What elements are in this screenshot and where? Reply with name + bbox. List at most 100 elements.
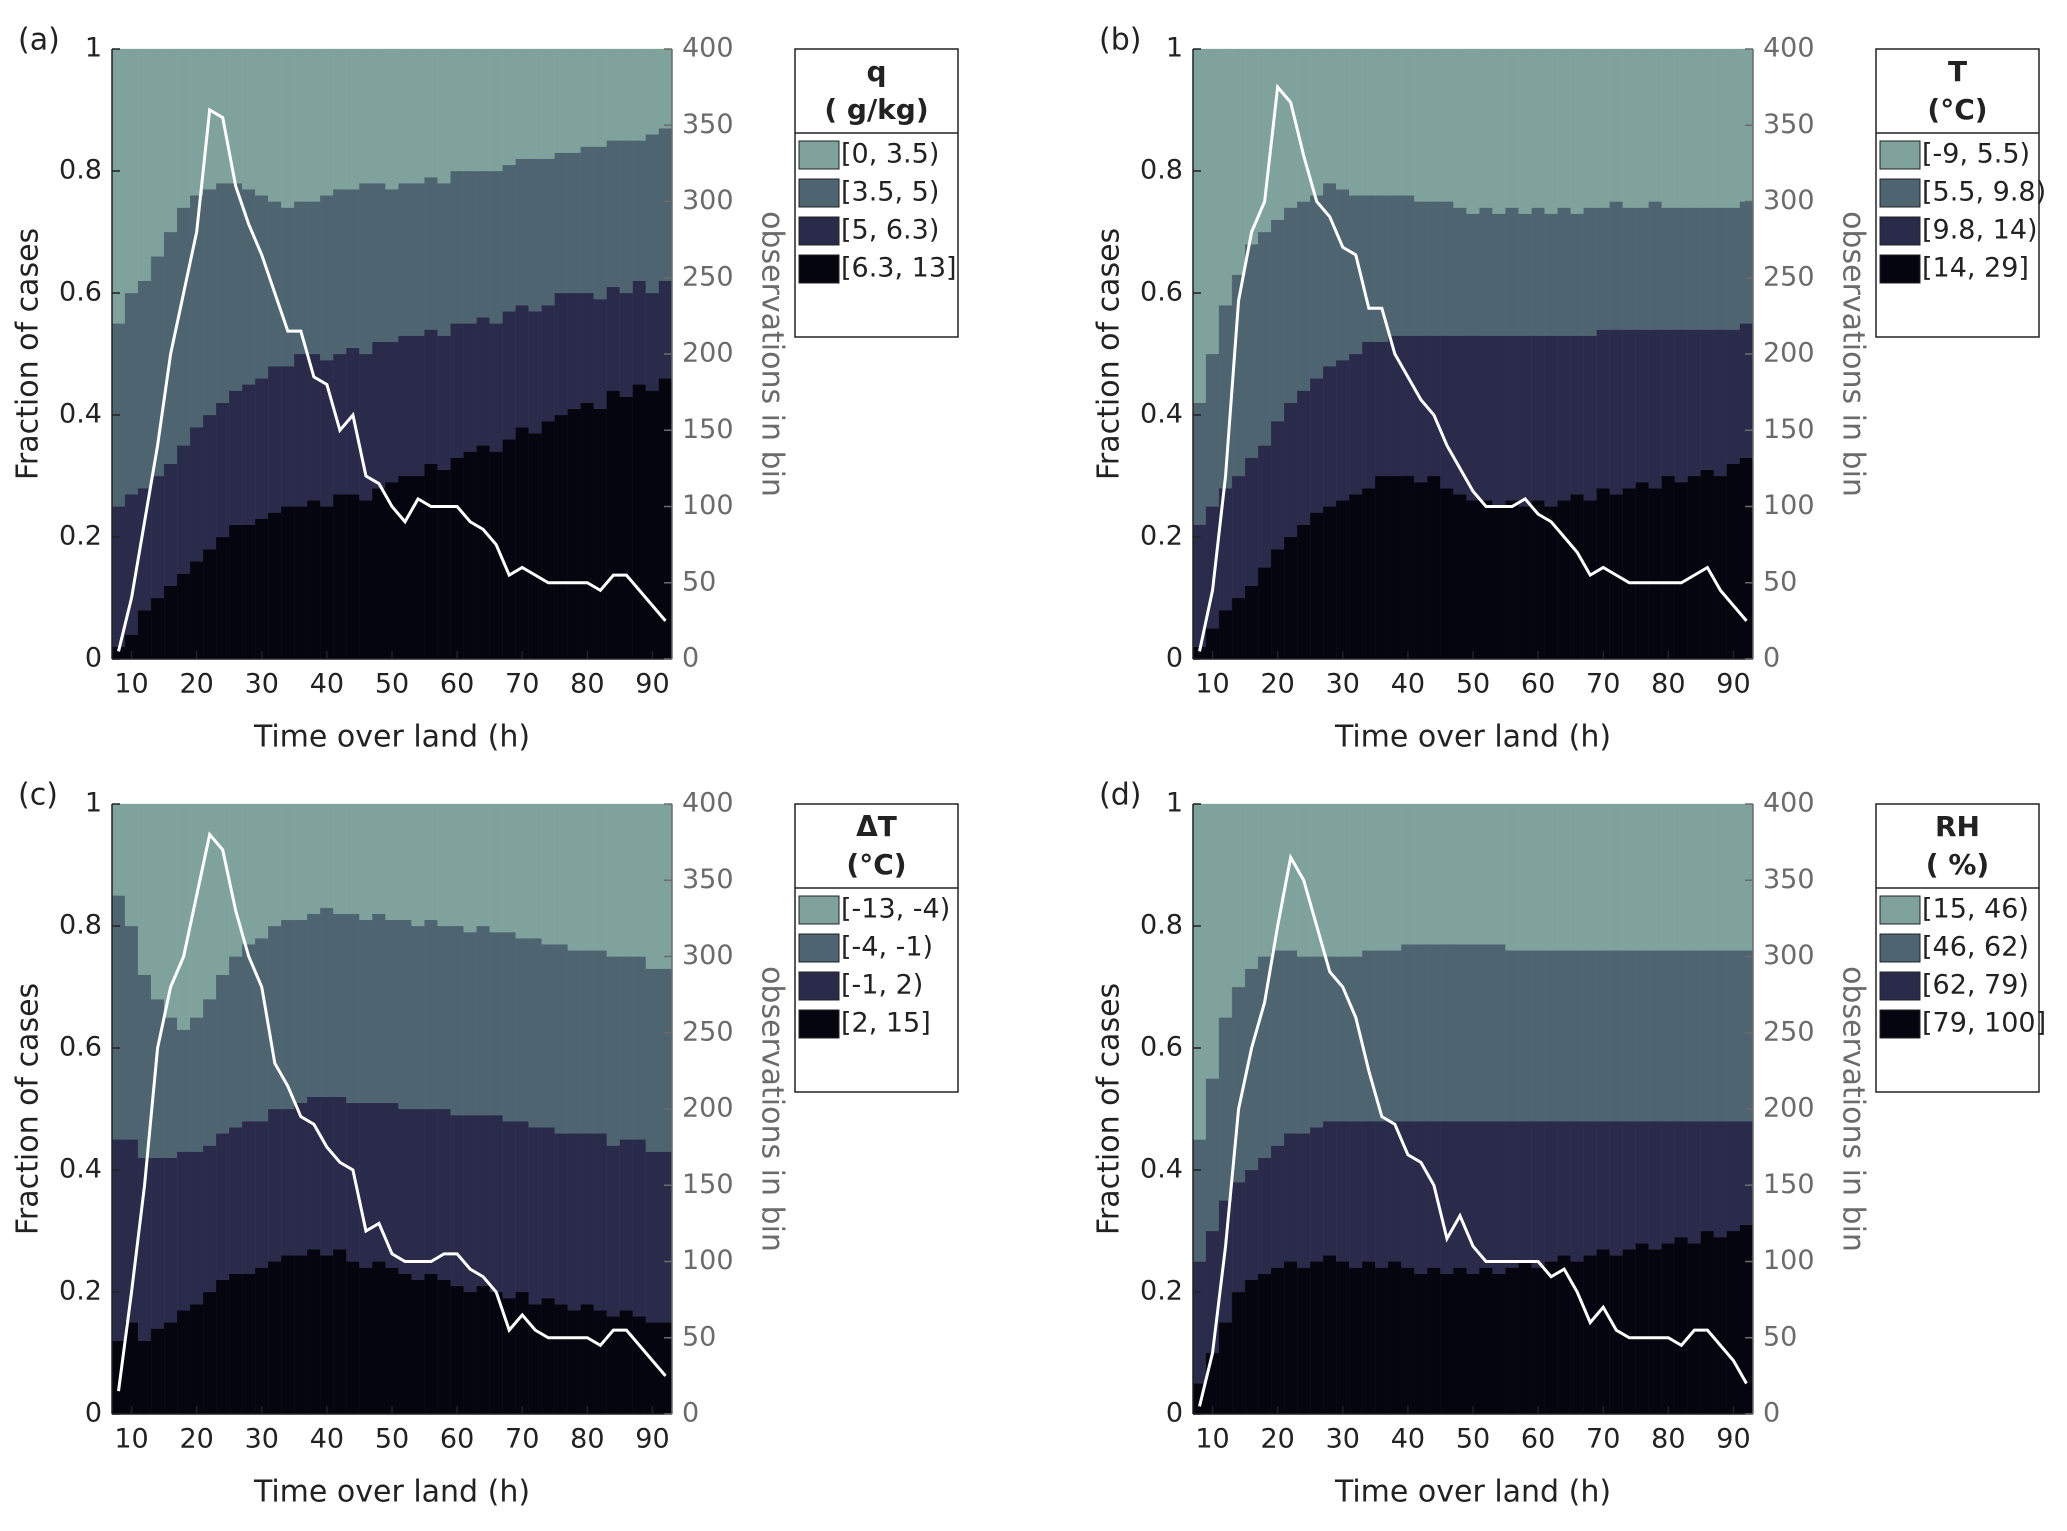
bar-segment	[1596, 1121, 1610, 1250]
y-tick-label: 1	[85, 788, 102, 819]
bar-segment	[515, 158, 529, 306]
bar-segment	[1544, 1121, 1558, 1262]
bar-segment	[1661, 48, 1676, 208]
y2-tick-label: 100	[1763, 490, 1815, 521]
bar-segment	[593, 1310, 608, 1415]
bar-segment	[1622, 1121, 1636, 1250]
bar-segment	[606, 956, 621, 1146]
bar-segment	[1427, 1267, 1441, 1415]
bar-segment	[1570, 950, 1584, 1122]
bar-segment	[1635, 48, 1649, 208]
bar-segment	[1479, 48, 1493, 208]
bar-segment	[1661, 950, 1676, 1122]
y2-axis-title: observations in bin	[755, 211, 790, 497]
bar-segment	[1713, 1121, 1728, 1238]
bar-segment	[502, 439, 516, 660]
y2-tick-label: 100	[1763, 1245, 1815, 1276]
legend-label: [6.3, 13]	[841, 253, 957, 284]
x-tick-label: 60	[440, 1424, 474, 1455]
bar-segment	[554, 292, 568, 416]
bar-segment	[1531, 803, 1545, 951]
bar-segment	[489, 931, 503, 1116]
y2-tick-label: 200	[682, 1093, 734, 1124]
bar-segment	[619, 292, 634, 397]
bar-segment	[1257, 567, 1272, 660]
bar-segment	[307, 803, 321, 914]
bar-segment	[255, 1267, 269, 1415]
bar-segment	[528, 311, 542, 434]
bar-segment	[437, 803, 451, 927]
bar-segment	[1270, 1145, 1285, 1268]
bar-segment	[1648, 201, 1662, 330]
bar-segment	[1739, 201, 1754, 324]
bar-segment	[1609, 201, 1623, 330]
legend-swatch	[798, 971, 840, 1001]
bar-segment	[242, 48, 256, 190]
bar-segment	[124, 803, 139, 927]
x-tick-label: 10	[114, 1424, 148, 1455]
bar-segment	[1622, 329, 1636, 489]
x-tick-label: 30	[245, 1424, 279, 1455]
bar-segment	[554, 1304, 568, 1415]
bar-segment	[1505, 335, 1519, 501]
y2-tick-label: 200	[682, 338, 734, 369]
bar-segment	[502, 803, 516, 933]
y-tick-label: 0.4	[1140, 399, 1183, 430]
bar-segment	[1192, 1261, 1207, 1384]
bar-segment	[1388, 195, 1402, 336]
bar-segment	[515, 938, 529, 1122]
y2-tick-label: 50	[682, 1321, 716, 1352]
y2-tick-label: 400	[1763, 788, 1815, 819]
bar-segment	[385, 1267, 399, 1415]
bar-segment	[1218, 1017, 1233, 1201]
bar-segment	[1297, 956, 1311, 1134]
bar-segment	[619, 1139, 634, 1311]
legend-swatch	[798, 178, 840, 208]
bar-segment	[137, 280, 152, 489]
bar-segment	[593, 803, 608, 951]
bar-segment	[619, 48, 634, 141]
bar-segment	[1362, 341, 1376, 489]
bar-segment	[554, 152, 568, 294]
bar-segment	[424, 1108, 438, 1274]
bar-segment	[1557, 335, 1571, 501]
x-axis-title: Time over land (h)	[253, 1475, 530, 1510]
legend-swatch	[1879, 178, 1921, 208]
bar-segment	[463, 451, 477, 660]
bar-segment	[580, 1304, 595, 1415]
bar-segment	[1466, 803, 1480, 945]
bar-segment	[658, 128, 673, 281]
bar-segment	[294, 919, 308, 1104]
bar-segment	[541, 803, 555, 945]
bar-segment	[1310, 512, 1324, 660]
legend-label: [14, 29]	[1922, 253, 2029, 284]
bar-segment	[229, 183, 243, 391]
bar-segment	[1583, 48, 1597, 208]
bar-segment	[593, 1133, 608, 1311]
bar-segment	[476, 1114, 490, 1287]
bar-segment	[333, 189, 347, 355]
bar-segment	[1388, 950, 1402, 1122]
bar-segment	[437, 1279, 451, 1415]
bar-segment	[1284, 207, 1298, 403]
bar-segment	[1505, 207, 1519, 336]
bar-segment	[294, 1102, 308, 1256]
bar-segment	[515, 1121, 529, 1293]
bar-segment	[580, 1133, 595, 1305]
bar-segment	[606, 390, 621, 660]
bar-segment	[320, 1096, 334, 1256]
bar-segment	[554, 803, 568, 945]
bar-segment	[1674, 207, 1689, 330]
bar-segment	[1622, 488, 1636, 660]
bar-segment	[111, 895, 126, 1140]
y-tick-label: 0.6	[1140, 1032, 1183, 1063]
bar-segment	[1700, 1121, 1715, 1232]
y-axis-title: Fraction of cases	[11, 228, 46, 480]
legend-swatch	[1879, 1009, 1921, 1039]
y-tick-label: 0.8	[1140, 910, 1183, 941]
bar-segment	[1635, 481, 1649, 660]
bar-segment	[111, 48, 126, 324]
bar-segment	[1440, 488, 1454, 660]
bar-segment	[489, 170, 503, 324]
